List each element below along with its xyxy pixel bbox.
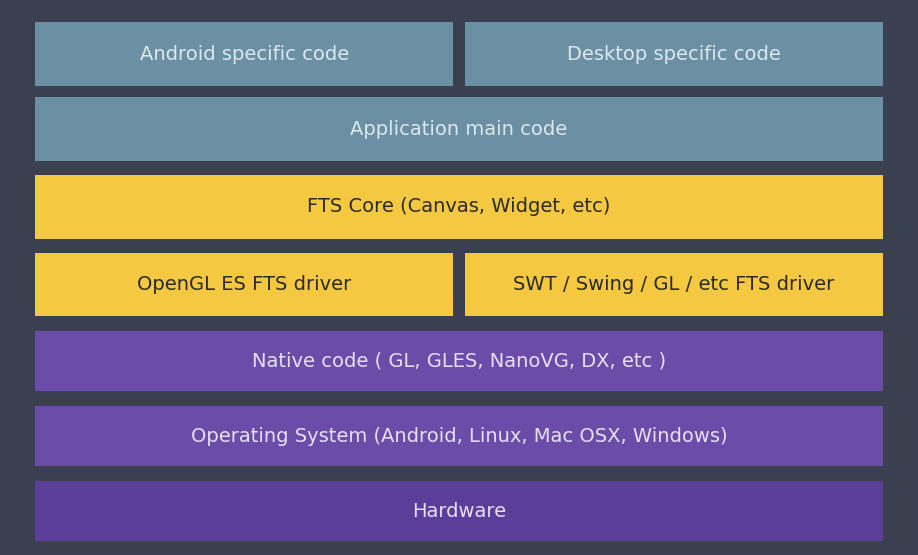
Text: Operating System (Android, Linux, Mac OSX, Windows): Operating System (Android, Linux, Mac OS…: [191, 427, 727, 446]
FancyBboxPatch shape: [465, 22, 883, 86]
FancyBboxPatch shape: [35, 22, 453, 86]
FancyBboxPatch shape: [35, 175, 883, 239]
FancyBboxPatch shape: [35, 406, 883, 466]
Text: Android specific code: Android specific code: [140, 44, 349, 64]
Text: Desktop specific code: Desktop specific code: [567, 44, 780, 64]
FancyBboxPatch shape: [35, 481, 883, 541]
Text: SWT / Swing / GL / etc FTS driver: SWT / Swing / GL / etc FTS driver: [513, 275, 834, 294]
FancyBboxPatch shape: [35, 331, 883, 391]
Text: Application main code: Application main code: [351, 119, 567, 139]
FancyBboxPatch shape: [465, 253, 883, 316]
Text: Native code ( GL, GLES, NanoVG, DX, etc ): Native code ( GL, GLES, NanoVG, DX, etc …: [252, 352, 666, 371]
FancyBboxPatch shape: [35, 97, 883, 161]
Text: FTS Core (Canvas, Widget, etc): FTS Core (Canvas, Widget, etc): [308, 197, 610, 216]
FancyBboxPatch shape: [35, 253, 453, 316]
Text: Hardware: Hardware: [412, 502, 506, 521]
Text: OpenGL ES FTS driver: OpenGL ES FTS driver: [137, 275, 352, 294]
